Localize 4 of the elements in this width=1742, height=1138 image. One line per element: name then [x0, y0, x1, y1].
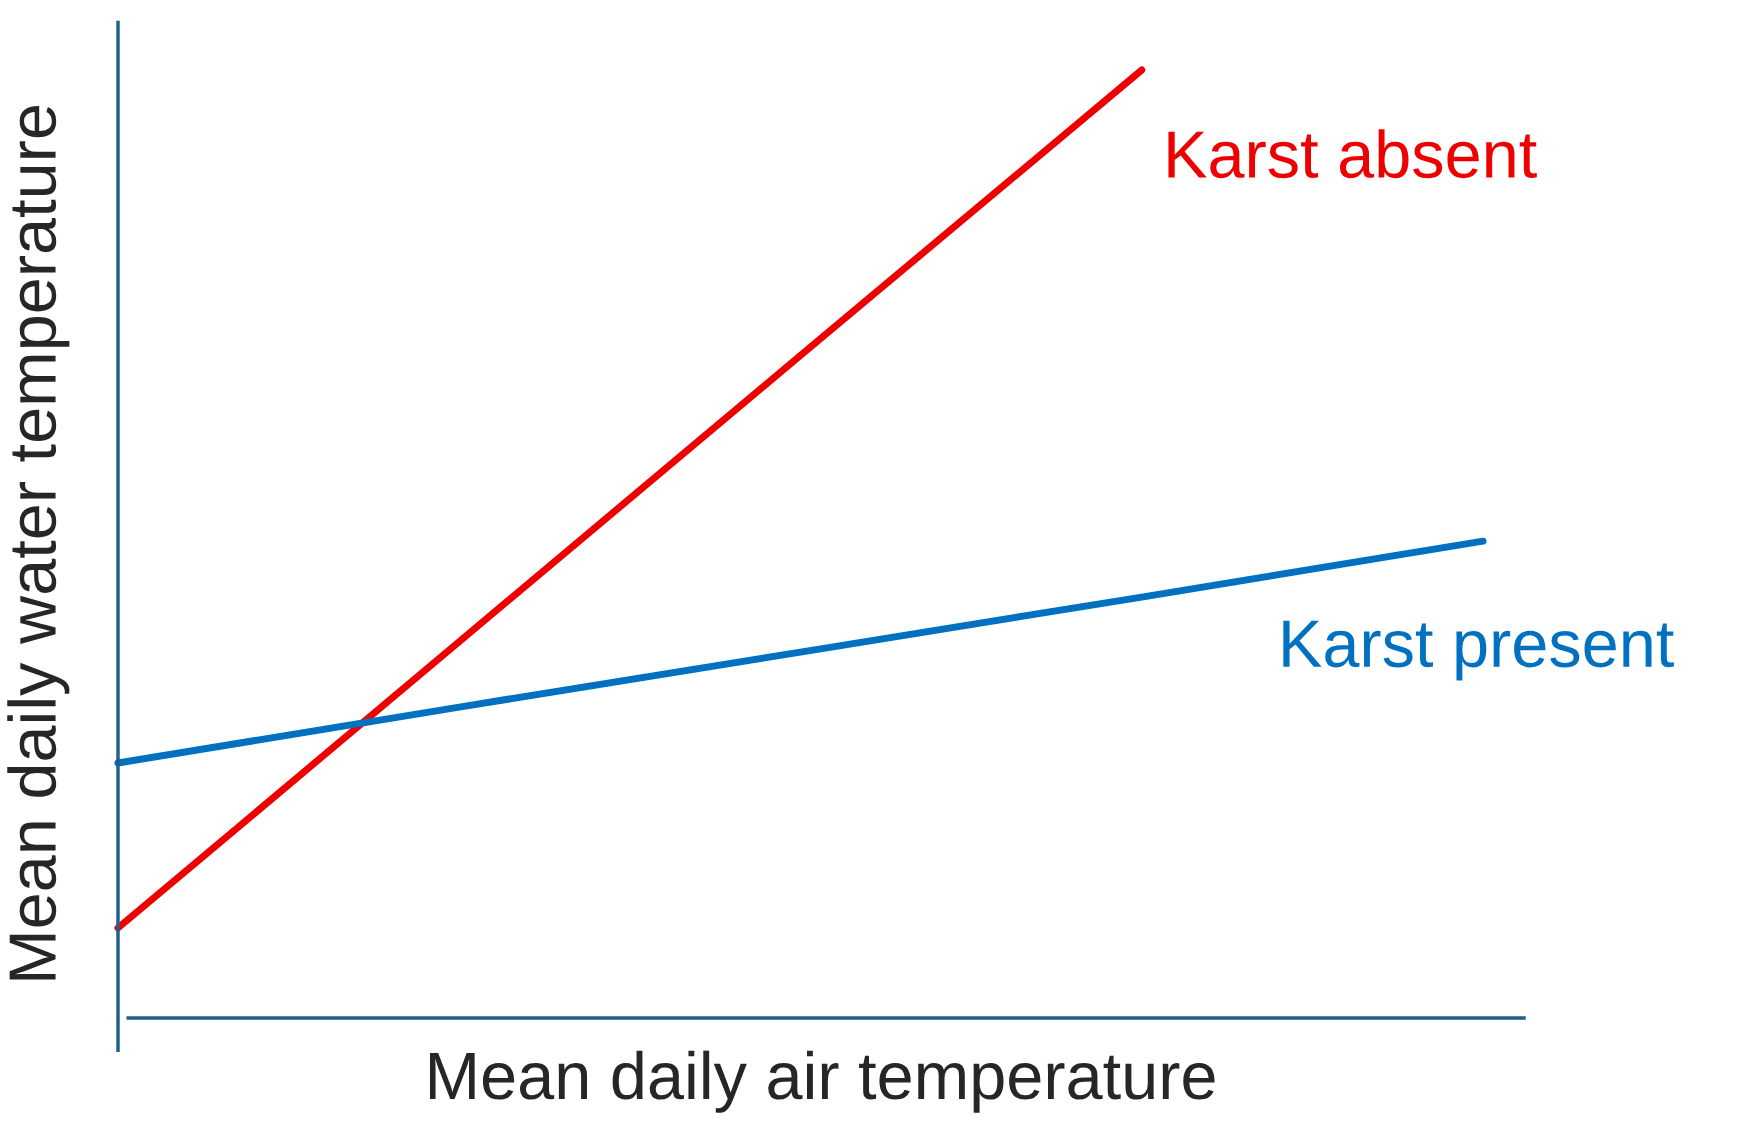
series-label: Karst absent [1168, 129, 1537, 179]
y-axis-title: Mean daily water temperature [7, 105, 70, 980]
series-label: Karst present [1283, 620, 1674, 681]
x-axis-title: Mean daily air temperature [430, 1050, 1215, 1113]
